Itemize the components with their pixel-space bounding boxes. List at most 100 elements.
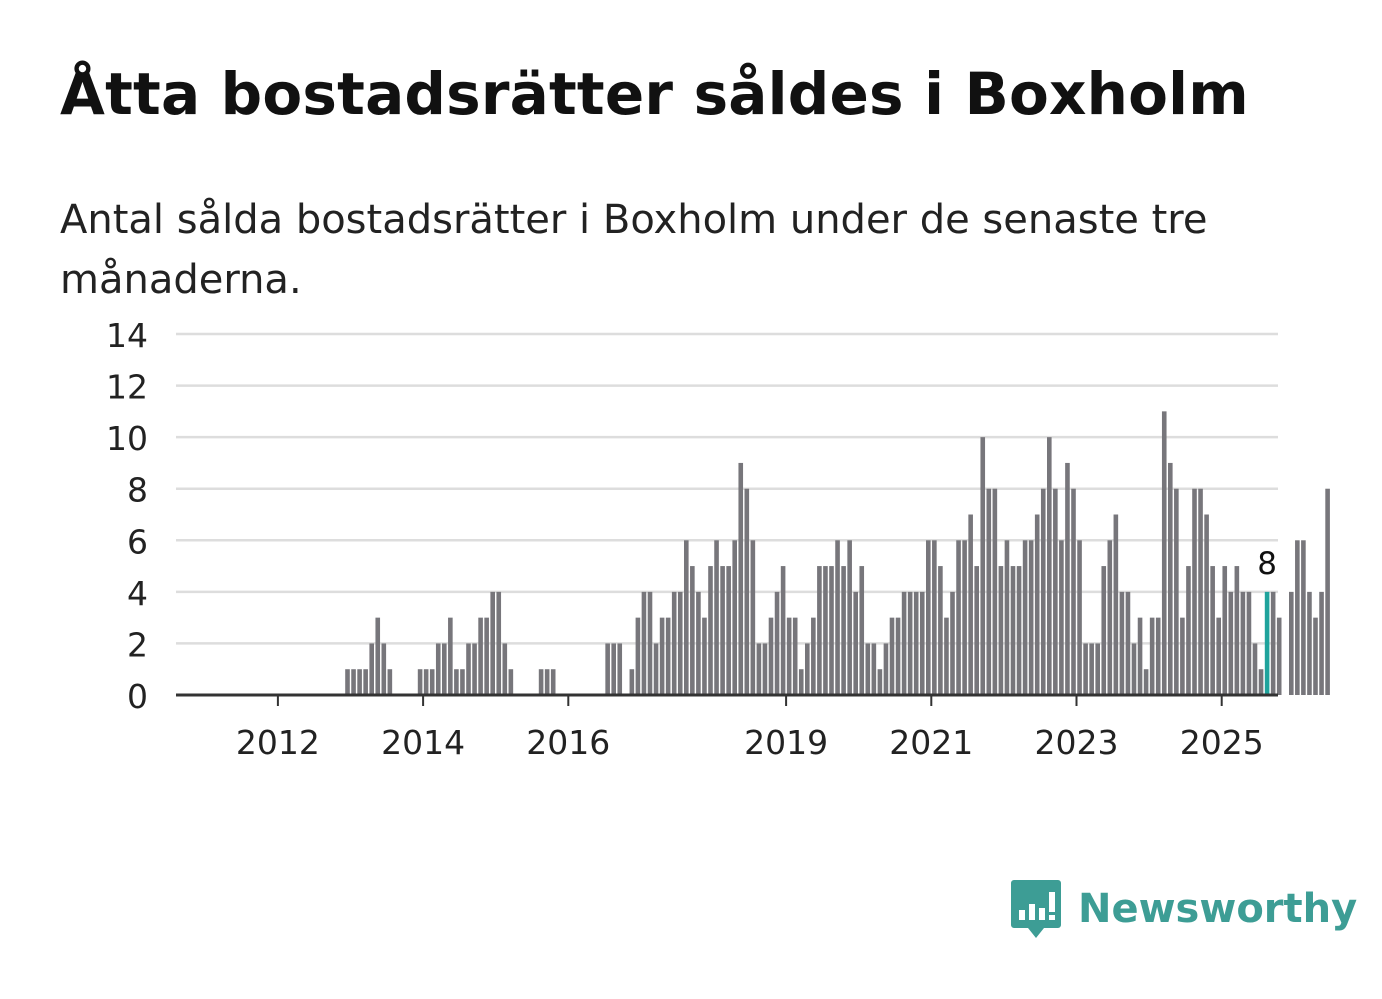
bar [484, 617, 489, 695]
bar [1107, 540, 1113, 695]
bar [756, 643, 762, 695]
bar [696, 591, 701, 695]
y-tick-label: 2 [127, 625, 148, 664]
bar [472, 643, 477, 695]
bar [1246, 591, 1252, 695]
bar [381, 643, 387, 695]
bar [980, 437, 986, 695]
bar [968, 514, 973, 695]
bar [986, 488, 992, 695]
bar [1095, 643, 1100, 695]
bar [1101, 566, 1107, 695]
bar [950, 591, 955, 695]
bar [665, 617, 671, 695]
bar [738, 462, 744, 695]
bar [792, 617, 798, 695]
bar [375, 617, 381, 695]
y-tick-label: 12 [106, 368, 148, 407]
bar [1065, 462, 1070, 695]
bar [744, 488, 750, 695]
bar [962, 540, 967, 695]
bar [1034, 514, 1040, 695]
x-tick-label: 2023 [1035, 723, 1119, 762]
y-tick-label: 14 [106, 316, 148, 355]
bar [684, 540, 689, 695]
bar [454, 669, 459, 695]
bar [1053, 488, 1058, 695]
y-tick-label: 4 [127, 574, 148, 613]
bar [1010, 566, 1016, 695]
bar [357, 669, 362, 695]
bar [907, 591, 913, 695]
y-tick-label: 8 [127, 471, 148, 510]
bar [538, 669, 544, 695]
bar [1222, 566, 1228, 695]
bar [478, 617, 483, 695]
x-tick-label: 2019 [744, 723, 828, 762]
bar [659, 617, 665, 695]
x-tick-label: 2025 [1180, 723, 1264, 762]
bar [1016, 566, 1022, 695]
x-tick-label: 2016 [526, 723, 610, 762]
bar [677, 591, 683, 695]
bar [1174, 488, 1179, 695]
bar [1198, 488, 1203, 695]
y-tick-label: 6 [127, 522, 148, 561]
bar [1143, 669, 1149, 695]
bar [702, 617, 707, 695]
bar [502, 643, 508, 695]
bar [1071, 488, 1076, 695]
bar [1137, 617, 1143, 695]
bar [720, 566, 725, 695]
bar [351, 669, 356, 695]
bar [550, 669, 556, 695]
bar [823, 566, 828, 695]
bar [1270, 591, 1276, 695]
bar [992, 488, 998, 695]
bar [647, 591, 653, 695]
bar [442, 643, 447, 695]
bar [641, 591, 647, 695]
bar [1289, 591, 1294, 695]
x-tick-label: 2014 [381, 723, 465, 762]
bar [429, 669, 435, 695]
bar [1180, 617, 1185, 695]
bar [913, 591, 919, 695]
bar [1077, 540, 1082, 695]
highlight-data-label: 8 [1257, 546, 1277, 582]
bar [853, 591, 858, 695]
bar [1161, 411, 1167, 695]
bar [811, 617, 816, 695]
bar [1228, 591, 1234, 695]
bar [1149, 617, 1155, 695]
bar [1113, 514, 1119, 695]
bar [490, 591, 495, 695]
bar [1301, 540, 1306, 695]
bar [732, 540, 737, 695]
bar [363, 669, 368, 695]
bar [605, 643, 610, 695]
bar [859, 566, 865, 695]
bar [829, 566, 834, 695]
bar [817, 566, 822, 695]
bar [932, 540, 937, 695]
bar [1059, 540, 1064, 695]
y-tick-label: 10 [106, 419, 148, 458]
bar [617, 643, 623, 695]
bar [435, 643, 441, 695]
x-tick-label: 2012 [236, 723, 320, 762]
bar [708, 566, 713, 695]
bar [835, 540, 840, 695]
bar [714, 540, 719, 695]
bar [786, 617, 792, 695]
bar [901, 591, 907, 695]
bar [865, 643, 871, 695]
bar [448, 617, 453, 695]
bar [1295, 540, 1300, 695]
bar [629, 669, 635, 695]
bar [417, 669, 423, 695]
bar [611, 643, 616, 695]
bar [768, 617, 774, 695]
bar [1022, 540, 1028, 695]
